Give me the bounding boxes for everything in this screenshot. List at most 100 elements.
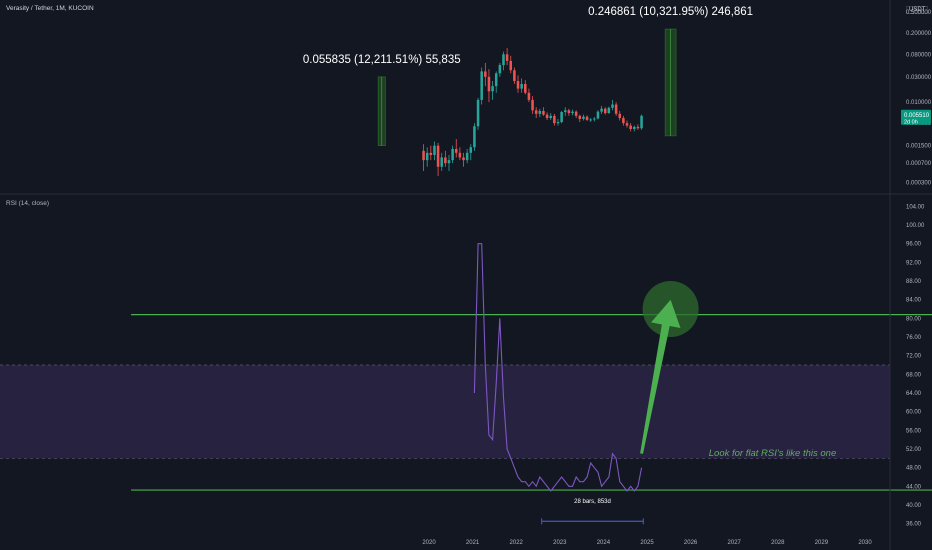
candle-body (458, 152, 462, 158)
candle-body (622, 118, 625, 124)
candle-body (534, 110, 538, 114)
time-tick-label: 2029 (815, 540, 829, 546)
up-arrow (640, 299, 681, 454)
measure-label: 0.246861 (10,321.95%) 246,861 (588, 6, 753, 18)
candle-body (545, 114, 549, 119)
rsi-line (473, 243, 643, 492)
rsi-tick-label: 40.00 (906, 503, 922, 509)
candle-body (556, 122, 560, 124)
candle-body (607, 107, 611, 114)
candle-body (502, 54, 505, 66)
candle-body (494, 73, 498, 87)
candle-body (480, 71, 483, 100)
candle-body (527, 92, 531, 100)
candle-body (491, 86, 494, 92)
candle-body (582, 116, 585, 119)
time-tick-label: 2023 (553, 540, 567, 546)
price-badge-countdown: 2d 0h (904, 119, 918, 125)
rsi-tick-label: 88.00 (906, 279, 922, 285)
time-tick-label: 2026 (684, 540, 698, 546)
candle-body (473, 126, 476, 148)
candle-body (516, 81, 520, 89)
candle-body (429, 152, 433, 156)
candle-body (454, 148, 458, 153)
candle-body (444, 157, 447, 164)
rsi-tick-label: 56.00 (906, 428, 922, 434)
time-tick-label: 2028 (771, 540, 785, 546)
rsi-tick-label: 64.00 (906, 391, 922, 397)
currency-label[interactable]: USDT (906, 6, 929, 14)
chart-header: Verasity / Tether, 1M, KUCOIN (6, 5, 94, 12)
candle-body (440, 157, 443, 167)
candle-body (513, 70, 516, 82)
price-tick-label: 0.001500 (906, 144, 932, 150)
rsi-tick-label: 68.00 (906, 372, 922, 378)
note-text: Look for flat RSI's like this one (709, 448, 837, 459)
price-pane: 0.055835 (12,211.51%) 55,835 0.246861 (10… (303, 6, 753, 177)
candle-body (498, 65, 502, 74)
rsi-tick-label: 36.00 (906, 522, 922, 528)
rsi-tick-label: 44.00 (906, 484, 922, 490)
time-tick-label: 2022 (510, 540, 524, 546)
rsi-tick-label: 100.00 (906, 223, 925, 229)
candle-body (538, 110, 542, 114)
candle-body (447, 160, 451, 164)
candle-body (553, 115, 556, 124)
candle-body (563, 110, 567, 112)
candle-body (578, 115, 582, 119)
candle-body (524, 83, 527, 93)
candle-body (462, 157, 465, 161)
candle-body (549, 115, 552, 119)
measure-label: 0.055835 (12,211.51%) 55,835 (303, 54, 461, 66)
candle-body (509, 60, 513, 71)
candle-body (487, 76, 491, 92)
candle-body (593, 118, 596, 120)
time-tick-label: 2021 (466, 540, 480, 546)
price-tick-label: 0.080000 (906, 52, 932, 58)
price-badge-value: 0.005510 (904, 113, 930, 119)
candle-body (531, 99, 534, 111)
price-tick-label: 0.030000 (906, 75, 932, 81)
candle-body (585, 116, 589, 120)
time-tick-label: 2027 (728, 540, 742, 546)
rsi-tick-label: 52.00 (906, 447, 922, 453)
rsi-indicator-title: RSI (14, close) (6, 200, 49, 207)
rsi-tick-label: 76.00 (906, 335, 922, 341)
candle-body (633, 126, 636, 130)
candle-body (611, 104, 614, 108)
price-tick-label: 0.200000 (906, 31, 932, 37)
candle-body (640, 115, 643, 129)
price-badge (901, 109, 931, 125)
candle-body (542, 110, 545, 115)
candle-body (476, 99, 480, 127)
candle-body (600, 108, 603, 112)
price-tick-label: 0.010000 (906, 100, 932, 106)
time-tick-label: 2025 (640, 540, 654, 546)
candle-body (425, 152, 429, 161)
candle-body (465, 152, 469, 161)
candle-body (433, 145, 436, 156)
price-tick-label: 0.000700 (906, 161, 932, 167)
candle-body (422, 150, 425, 161)
rsi-tick-label: 96.00 (906, 242, 922, 248)
candle-body (436, 145, 440, 167)
price-tick-label: 0.000300 (906, 181, 932, 187)
candle-body (505, 54, 509, 61)
rsi-tick-label: 104.00 (906, 204, 925, 210)
candle-body (451, 148, 454, 161)
candle-body (484, 71, 487, 77)
candle-body (603, 108, 607, 114)
bars-range-label: 28 bars, 853d (574, 499, 611, 505)
rsi-band (0, 365, 890, 459)
candle-body (574, 111, 578, 116)
candle-body (625, 123, 629, 126)
candle-body (589, 119, 592, 121)
candle-body (567, 110, 571, 114)
candle-body (636, 126, 640, 129)
rsi-tick-label: 60.00 (906, 410, 922, 416)
candle-body (614, 104, 618, 114)
time-tick-label: 2020 (422, 540, 436, 546)
time-tick-label: 2024 (597, 540, 611, 546)
